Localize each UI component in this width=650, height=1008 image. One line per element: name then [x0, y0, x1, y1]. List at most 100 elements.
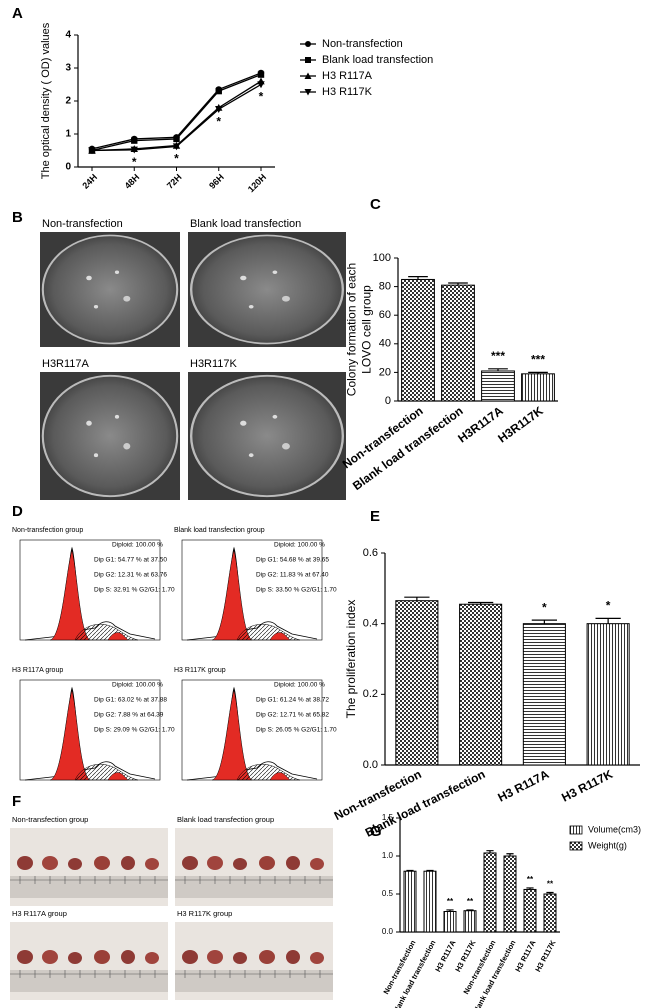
photo-label: H3 R117A group: [12, 909, 67, 918]
flow-stat: Dip G1: 54.68 % at 39.65: [256, 557, 329, 564]
tumor-photo: [9, 921, 169, 1001]
y-tick-label: 0.0: [363, 759, 378, 771]
legend-label: Volume(cm3): [588, 824, 641, 834]
data-point: [257, 71, 265, 78]
colony-photo: [186, 230, 348, 349]
panel-letter: G: [370, 823, 382, 840]
data-point: [88, 147, 96, 155]
y-tick-label: 60: [379, 309, 391, 321]
error-bar: [446, 909, 454, 912]
legend-marker: [304, 89, 312, 96]
flow-stat: Dip G1: 54.77 % at 37.50: [94, 557, 167, 564]
error-bar: [595, 617, 621, 624]
flow-stat: Dip S: 32.91 % G2/G1: 1.70: [94, 587, 175, 594]
y-tick-label: 100: [373, 252, 391, 264]
bar: [586, 623, 630, 766]
flow-group-label: H3 R117A group: [12, 667, 63, 674]
y-tick-label: 1: [65, 129, 71, 140]
error-bar: [488, 368, 508, 371]
x-tick-label: H3R117K: [495, 403, 546, 445]
bar: [463, 910, 477, 933]
colony-photo: [186, 370, 348, 502]
y-axis-label: Colony formation of each: [345, 263, 359, 396]
flow-group-label: Non-transfection group: [12, 527, 83, 534]
data-point: [215, 87, 222, 95]
flow-stat: Dip G2: 12.71 % at 65.82: [256, 712, 329, 719]
y-tick-label: 0: [65, 162, 71, 173]
significance-label: *: [606, 599, 611, 613]
error-bar: [546, 891, 554, 894]
y-tick-label: 80: [379, 281, 391, 293]
error-bar: [526, 887, 534, 890]
bar: [481, 370, 515, 402]
x-tick-label: 120H: [246, 172, 268, 194]
colony-photo: [38, 370, 182, 502]
y-axis-label: The proliferation index: [344, 600, 358, 719]
error-bar: [404, 596, 430, 601]
data-point: [131, 137, 138, 144]
x-tick-label: 24H: [80, 172, 99, 191]
photo-label: Non-transfection: [42, 218, 123, 230]
significance-label: *: [216, 114, 221, 128]
error-bar: [486, 850, 494, 853]
photo-label: Non-transfection group: [12, 815, 88, 824]
tumor-photo: [174, 827, 334, 907]
y-axis-label: LOVO cell group: [360, 285, 374, 374]
flow-stat: Dip S: 26.05 % G2/G1: 1.70: [256, 727, 337, 734]
x-tick-label: Blank load transfection: [363, 767, 488, 840]
y-tick-label: 2: [65, 96, 71, 107]
y-tick-label: 1.0: [382, 851, 394, 860]
panel-letter: B: [12, 209, 23, 226]
error-bar: [468, 601, 494, 605]
error-bar: [466, 909, 474, 911]
flow-stat: Dip G1: 61.24 % at 38.72: [256, 697, 329, 704]
legend-label: Weight(g): [588, 840, 627, 850]
panel-letter: D: [12, 503, 23, 520]
photo-label: Blank load transfection: [190, 218, 301, 230]
flow-stat: Diploid: 100.00 %: [112, 682, 163, 689]
bar: [443, 910, 457, 933]
error-bar: [448, 282, 468, 286]
panel-letter: F: [12, 793, 21, 810]
flow-stat: Dip S: 29.09 % G2/G1: 1.70: [94, 727, 175, 734]
significance-label: *: [259, 90, 264, 104]
bar: [503, 855, 517, 933]
significance-label: *: [132, 155, 137, 169]
x-tick-label: 72H: [165, 172, 184, 191]
x-tick-label: 48H: [123, 172, 142, 191]
panel-letter: A: [12, 5, 23, 22]
legend-swatch: [569, 825, 583, 835]
data-point: [215, 106, 223, 113]
y-tick-label: 0.5: [382, 889, 394, 898]
photo-label: H3 R117K group: [177, 909, 232, 918]
colony-photo: [38, 230, 182, 349]
bar: [459, 603, 503, 766]
bar: [543, 893, 557, 933]
x-tick-label: H3 R117K: [559, 767, 615, 805]
flow-stat: Dip G2: 7.88 % at 64.39: [94, 712, 164, 719]
flow-group-label: Blank load transfection group: [174, 527, 265, 534]
y-tick-label: 0.6: [363, 547, 378, 559]
flow-stat: Dip G2: 12.31 % at 63.76: [94, 572, 167, 579]
y-tick-label: 0.4: [363, 618, 378, 630]
legend-label: Blank load transfection: [322, 54, 433, 66]
tumor-photo: [9, 827, 169, 907]
data-point: [130, 146, 138, 154]
photo-label: Blank load transfection group: [177, 815, 274, 824]
significance-label: **: [547, 880, 554, 889]
flow-stat: Diploid: 100.00 %: [274, 542, 325, 549]
bar: [423, 870, 437, 933]
y-tick-label: 0.2: [363, 688, 378, 700]
y-tick-label: 1.5: [382, 813, 394, 822]
photo-label: H3R117K: [190, 358, 238, 370]
data-point: [257, 81, 265, 89]
error-bar: [528, 371, 548, 374]
y-tick-label: 0: [385, 395, 391, 407]
error-bar: [408, 275, 428, 280]
flow-stat: Dip S: 33.50 % G2/G1: 1.70: [256, 587, 337, 594]
x-tick-label: 96H: [207, 172, 226, 191]
bar: [441, 284, 475, 402]
significance-label: ***: [531, 353, 545, 367]
legend-marker: [305, 41, 311, 47]
error-bar: [506, 853, 514, 856]
